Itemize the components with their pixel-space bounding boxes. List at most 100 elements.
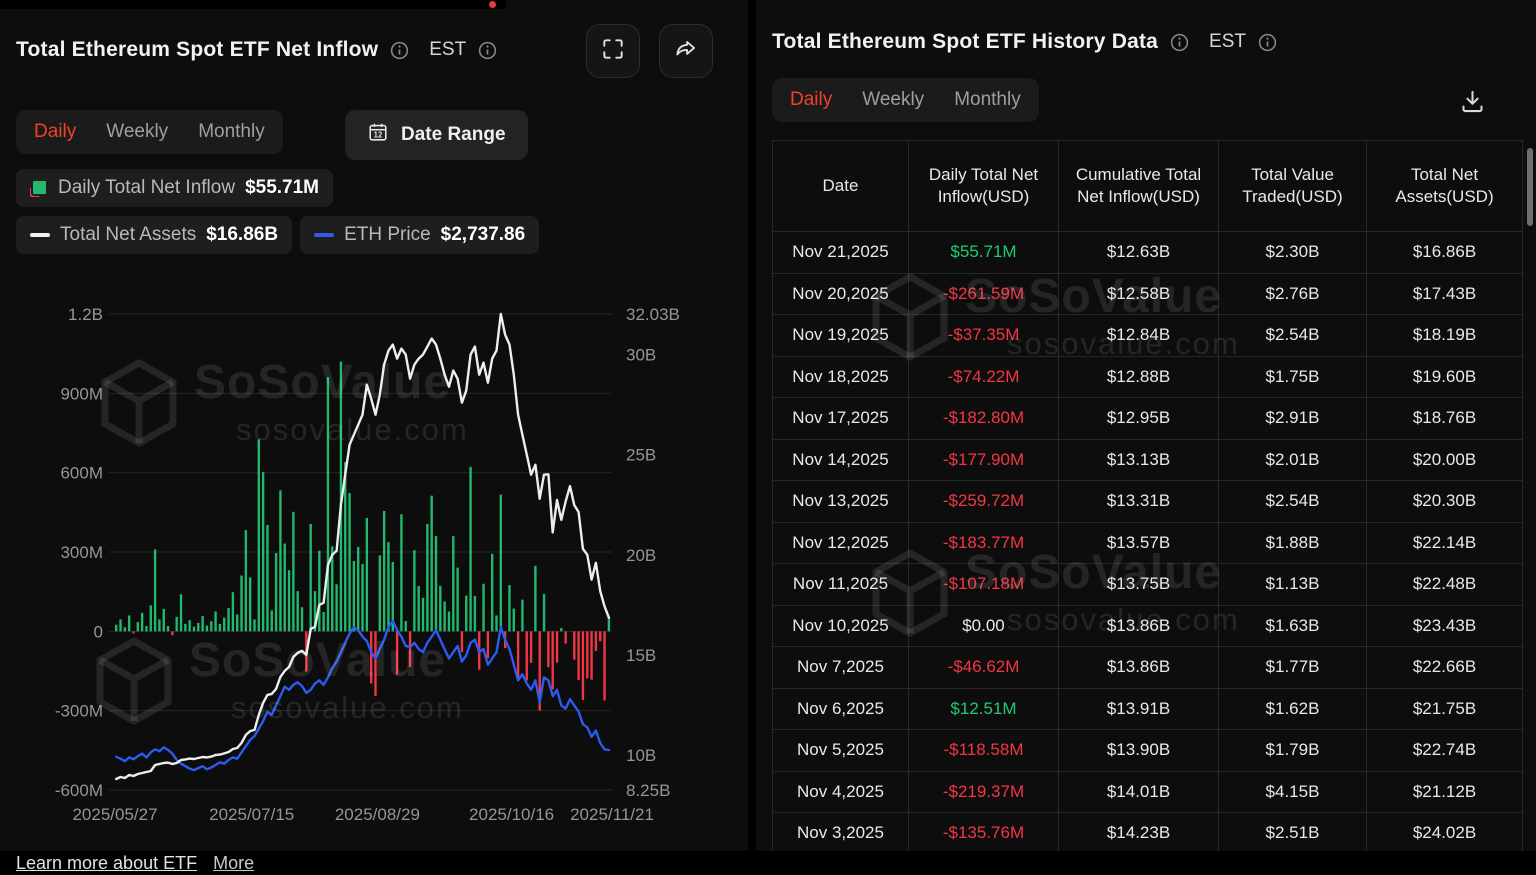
inflow-bar — [555, 631, 559, 663]
table-row: Nov 5,2025 -$118.58M $13.90B $1.79B $22.74B — [772, 729, 1523, 772]
inflow-bar — [564, 631, 567, 644]
inflow-bar — [140, 612, 144, 632]
cell-daily-inflow: -$46.62M — [908, 646, 1059, 689]
cell-daily-inflow: -$74.22M — [908, 355, 1059, 398]
inflow-legend-value: $55.71M — [245, 177, 320, 198]
inflow-chart[interactable]: 1.2B 900M 600M 300M 0 -300M -600M 32.03B 30B 25B 2… — [0, 298, 740, 846]
inflow-bar — [490, 553, 494, 632]
tab-monthly[interactable]: Monthly — [954, 89, 1021, 110]
cell-cumulative-inflow: $13.91B — [1058, 687, 1219, 730]
inflow-bar — [577, 631, 580, 680]
inflow-bar — [158, 619, 161, 632]
info-icon[interactable] — [1170, 33, 1189, 52]
date-range-button[interactable]: 12 Date Range — [345, 110, 528, 160]
cell-cumulative-inflow: $12.84B — [1058, 314, 1219, 357]
cell-daily-inflow: -$37.35M — [908, 314, 1059, 357]
cell-cumulative-inflow: $14.01B — [1058, 770, 1219, 813]
cell-daily-inflow: -$219.37M — [908, 770, 1059, 813]
right-axis-tick-label: 25B — [626, 446, 656, 465]
cell-daily-inflow: -$135.76M — [908, 812, 1059, 851]
cell-value-traded: $2.54B — [1218, 314, 1367, 357]
inflow-bar — [274, 553, 278, 632]
inflow-bar — [210, 621, 213, 632]
inflow-bar — [115, 624, 118, 632]
table-row: Nov 6,2025 $12.51M $13.91B $1.62B $21.75B — [772, 687, 1523, 730]
cell-daily-inflow: -$177.90M — [908, 438, 1059, 481]
info-icon[interactable] — [390, 41, 409, 60]
cell-date: Nov 6,2025 — [772, 687, 909, 730]
inflow-bar — [166, 626, 170, 632]
chart-panel-title: Total Ethereum Spot ETF Net Inflow — [16, 38, 379, 61]
tab-monthly[interactable]: Monthly — [198, 121, 265, 142]
inflow-bar — [326, 377, 330, 632]
table-row: Nov 20,2025 -$261.59M $12.58B $2.76B $17.43B — [772, 272, 1523, 315]
inflow-bar — [171, 631, 174, 636]
info-icon[interactable] — [478, 41, 497, 60]
inflow-bar — [434, 536, 438, 632]
history-table: Date Daily Total Net Inflow(USD) Cumulativ… — [772, 140, 1523, 851]
inflow-bar — [357, 546, 360, 632]
inflow-bar — [542, 594, 546, 632]
table-scrollbar-thumb[interactable] — [1527, 148, 1533, 226]
table-row: Nov 21,2025 $55.71M $12.63B $2.30B $16.86B — [772, 231, 1523, 274]
cell-cumulative-inflow: $13.75B — [1058, 563, 1219, 606]
cell-net-assets: $22.14B — [1366, 521, 1523, 564]
tab-weekly[interactable]: Weekly — [106, 121, 169, 142]
legend-daily-net-inflow[interactable]: Daily Total Net Inflow $55.71M — [16, 169, 334, 207]
inflow-bar — [473, 595, 477, 632]
table-row: Nov 3,2025 -$135.76M $14.23B $2.51B $24.02B — [772, 812, 1523, 851]
inflow-bar — [300, 607, 304, 632]
download-button[interactable] — [1459, 88, 1486, 120]
inflow-bar — [292, 511, 295, 632]
inflow-bar — [408, 631, 412, 668]
inflow-bar — [331, 546, 334, 632]
top-strip — [0, 0, 506, 9]
cell-date: Nov 13,2025 — [772, 480, 909, 523]
cell-daily-inflow: -$259.72M — [908, 480, 1059, 523]
learn-more-link[interactable]: Learn more about ETF — [16, 852, 198, 873]
inflow-bar — [452, 536, 455, 632]
inflow-bar — [145, 626, 148, 632]
inflow-bar — [214, 611, 217, 632]
legend-total-net-assets[interactable]: Total Net Assets $16.86B — [16, 216, 293, 254]
inflow-bar — [499, 494, 503, 632]
inflow-bar — [586, 631, 589, 679]
inflow-bar — [184, 623, 187, 632]
inflow-bar — [599, 631, 602, 642]
inflow-bar — [404, 621, 407, 632]
table-row: Nov 7,2025 -$46.62M $13.86B $1.77B $22.66B — [772, 646, 1523, 689]
inflow-bar — [426, 523, 429, 632]
cell-date: Nov 17,2025 — [772, 397, 909, 440]
tab-daily[interactable]: Daily — [790, 89, 833, 110]
cell-net-assets: $22.48B — [1366, 563, 1523, 606]
table-row: Nov 14,2025 -$177.90M $13.13B $2.01B $20.00B — [772, 438, 1523, 481]
inflow-bar — [261, 472, 265, 632]
cell-value-traded: $2.91B — [1218, 397, 1367, 440]
cell-cumulative-inflow: $13.13B — [1058, 438, 1219, 481]
footer-bar: Learn more about ETF More — [0, 851, 1536, 875]
inflow-bar — [322, 612, 325, 632]
cell-net-assets: $17.43B — [1366, 272, 1523, 315]
more-link[interactable]: More — [213, 852, 255, 873]
info-icon[interactable] — [1258, 33, 1277, 52]
timezone-label: EST — [1209, 31, 1246, 52]
cell-net-assets: $16.86B — [1366, 231, 1523, 274]
timezone-label: EST — [429, 39, 467, 60]
fullscreen-button[interactable] — [586, 24, 640, 78]
tab-daily[interactable]: Daily — [34, 121, 77, 142]
inflow-bar — [270, 610, 273, 632]
inflow-bar — [525, 631, 528, 681]
period-tabs: Daily Weekly Monthly — [16, 110, 283, 154]
share-button[interactable] — [659, 24, 713, 78]
legend-eth-price[interactable]: ETH Price $2,737.86 — [300, 216, 540, 254]
inflow-bar — [248, 577, 252, 632]
right-axis-tick-label: 10B — [626, 746, 656, 765]
tab-weekly[interactable]: Weekly — [862, 89, 925, 110]
inflow-bar — [175, 616, 178, 632]
table-row: Nov 4,2025 -$219.37M $14.01B $4.15B $21.12B — [772, 770, 1523, 813]
inflow-bar — [136, 622, 139, 632]
cell-net-assets: $21.12B — [1366, 770, 1523, 813]
eth-legend-value: $2,737.86 — [440, 224, 526, 245]
x-axis-tick-label: 2025/11/21 — [570, 805, 654, 824]
cell-value-traded: $1.75B — [1218, 355, 1367, 398]
